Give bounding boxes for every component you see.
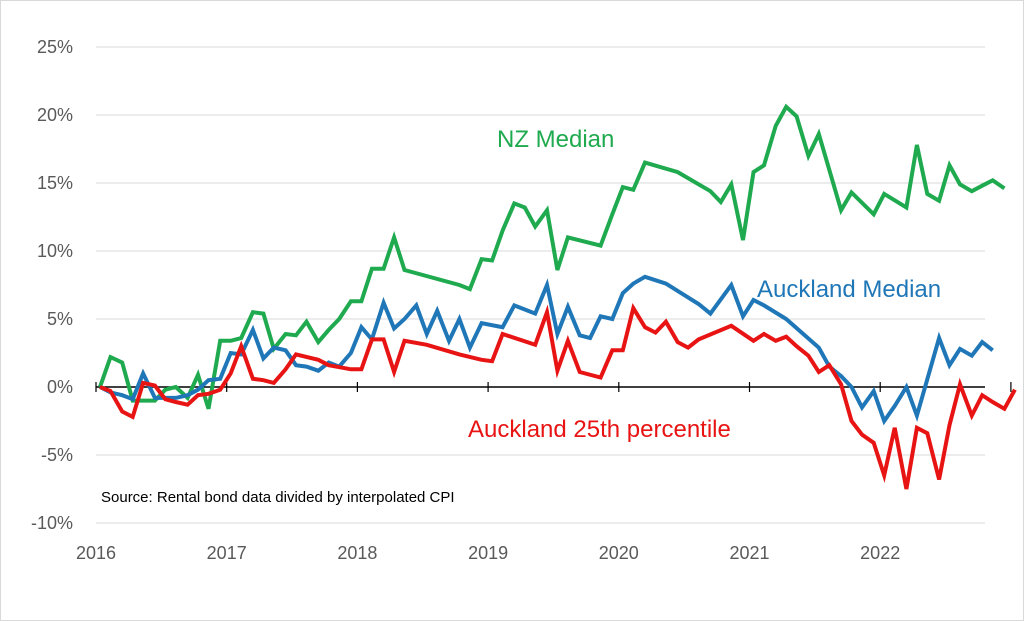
x-tick-label: 2016 bbox=[76, 543, 116, 563]
series-label-nz-median: NZ Median bbox=[497, 126, 614, 153]
x-tick-label: 2022 bbox=[860, 543, 900, 563]
y-tick-label: 25% bbox=[37, 37, 73, 57]
axes: 25% 20% 15% 10% 5% 0% -5% -10%2016 2017 2018 2019 2… bbox=[31, 37, 1012, 563]
x-tick-label: 2017 bbox=[207, 543, 247, 563]
y-tick-label: -10% bbox=[31, 513, 73, 533]
series-line-auckland-median bbox=[99, 274, 994, 426]
x-tick-label: 2021 bbox=[729, 543, 769, 563]
x-tick-label: 2020 bbox=[599, 543, 639, 563]
y-tick-label: 15% bbox=[37, 173, 73, 193]
y-tick-label: 20% bbox=[37, 105, 73, 125]
x-tick-label: 2019 bbox=[468, 543, 508, 563]
gridlines bbox=[96, 46, 985, 524]
y-tick-label: 0% bbox=[47, 377, 73, 397]
series-label-auckland-median: Auckland Median bbox=[757, 276, 941, 303]
y-tick-label: 5% bbox=[47, 309, 73, 329]
series-label-auckland-25th-percentile: Auckland 25th percentile bbox=[468, 416, 731, 443]
series-line-auckland-25th-percentile bbox=[99, 302, 1017, 490]
series-lines bbox=[98, 103, 1017, 490]
x-tick-label: 2018 bbox=[337, 543, 377, 563]
y-tick-label: 10% bbox=[37, 241, 73, 261]
y-tick-label: -5% bbox=[41, 445, 73, 465]
source-note: Source: Rental bond data divided by inte… bbox=[101, 489, 455, 506]
series-line-nz-median bbox=[98, 103, 1006, 410]
